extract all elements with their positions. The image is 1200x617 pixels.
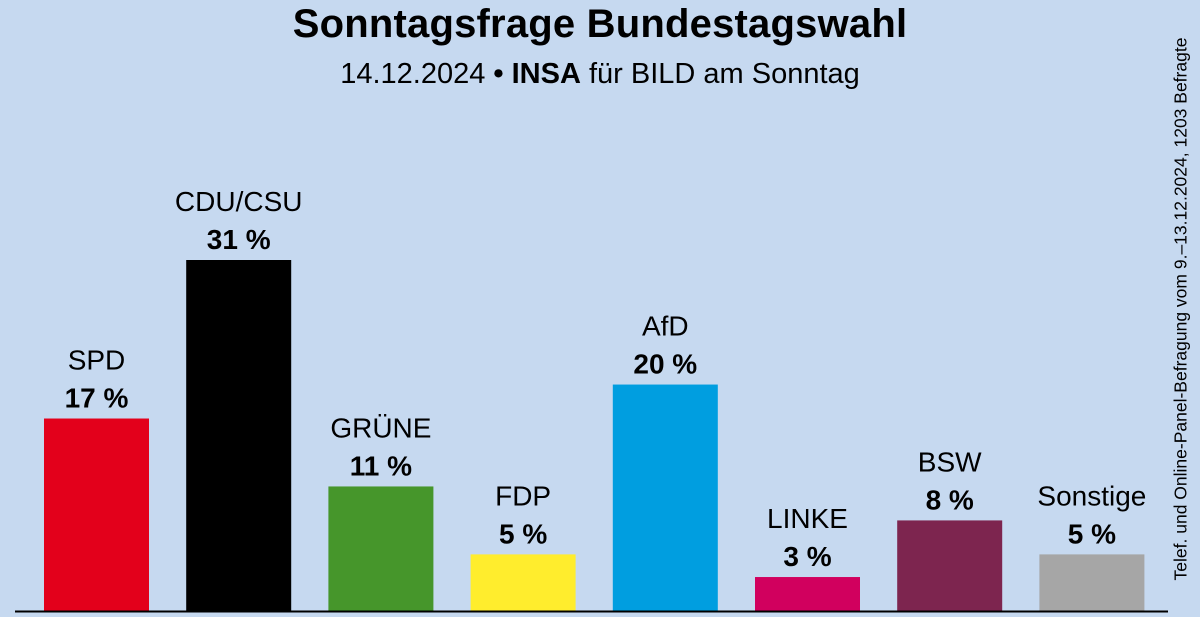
value-label-gr-ne: 11 %: [350, 450, 412, 481]
value-label-linke: 3 %: [783, 541, 831, 572]
bar-linke: [755, 577, 860, 611]
value-label-fdp: 5 %: [499, 518, 547, 549]
value-label-spd: 17 %: [65, 383, 129, 414]
value-label-cdu-csu: 31 %: [207, 224, 271, 255]
category-label-cdu-csu: CDU/CSU: [175, 186, 303, 217]
category-label-gr-ne: GRÜNE: [330, 412, 431, 443]
poll-date: 14.12.2024: [340, 58, 486, 90]
value-label-sonstige: 5 %: [1068, 518, 1116, 549]
bars-group: SPD 17 % CDU/CSU 31 % GRÜNE 11 % FDP 5 % AfD 20 %…: [44, 186, 1146, 611]
bar-afd: [612, 384, 718, 611]
bar-gr-ne: [328, 486, 434, 611]
category-label-afd: AfD: [642, 311, 689, 342]
category-label-sonstige: Sonstige: [1037, 480, 1146, 511]
poll-client: für BILD am Sonntag: [588, 58, 860, 90]
poll-institute: INSA: [511, 58, 581, 90]
bar-cdu-csu: [186, 260, 292, 611]
bar-sonstige: [1039, 554, 1145, 611]
chart-subtitle: 14.12.2024 • INSA für BILD am Sonntag: [0, 58, 1200, 91]
value-label-afd: 20 %: [633, 349, 697, 380]
category-label-linke: LINKE: [767, 503, 848, 534]
category-label-bsw: BSW: [918, 446, 982, 477]
bar-fdp: [470, 554, 576, 611]
bar-spd: [44, 418, 149, 611]
survey-note-text: Telef. und Online-Panel-Befragung vom 9.…: [1170, 37, 1191, 580]
value-label-bsw: 8 %: [926, 484, 974, 515]
subtitle-separator: •: [493, 58, 504, 90]
category-label-fdp: FDP: [495, 480, 551, 511]
category-label-spd: SPD: [68, 345, 126, 376]
chart-title: Sonntagsfrage Bundestagswahl: [292, 2, 908, 46]
survey-note: Telef. und Online-Panel-Befragung vom 9.…: [1166, 0, 1196, 617]
bar-bsw: [897, 520, 1003, 611]
